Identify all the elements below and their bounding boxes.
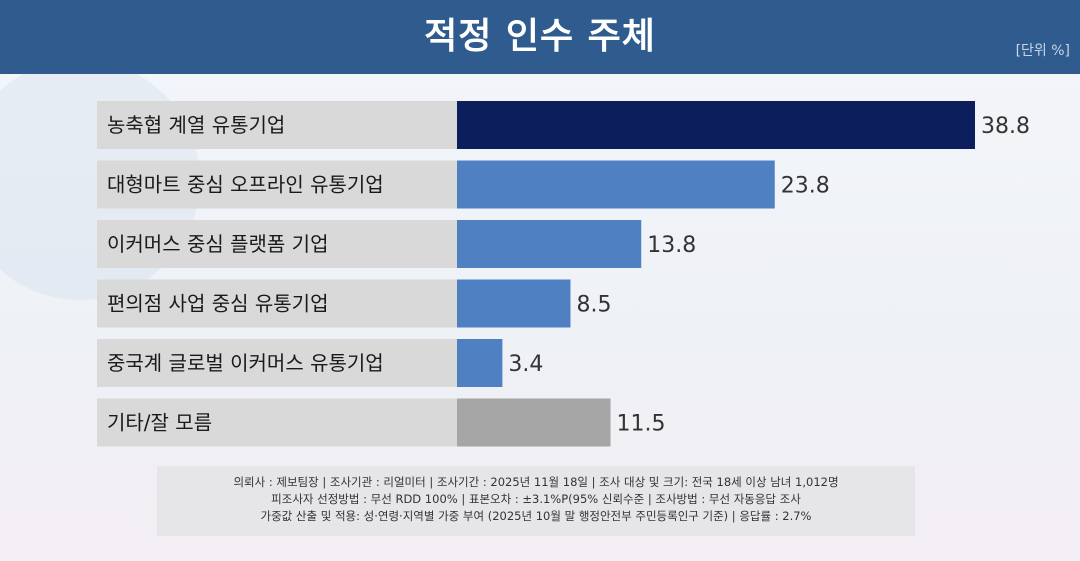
value-label: 8.5 [576,293,611,318]
category-label: 편의점 사업 중심 유통기업 [107,292,328,316]
category-label-bg [97,160,457,209]
bar [457,398,611,447]
value-label: 23.8 [781,174,830,199]
category-label: 이커머스 중심 플랫폼 기업 [107,232,328,256]
category-label-bg [97,101,457,149]
bar [457,279,571,328]
header-bar: 적정 인수 주체 [단위 %] [0,0,1080,74]
category-label-bg [97,339,457,387]
chart-title: 적정 인수 주체 [424,16,656,57]
value-label: 13.8 [647,233,696,258]
category-label: 농축협 계열 유통기업 [107,113,285,137]
unit-label: [단위 %] [1015,43,1070,59]
value-label: 38.8 [981,114,1030,139]
category-label-bg [97,279,457,328]
bar [457,220,642,268]
footnote-line-2: 피조사자 선정방법 : 무선 RDD 100% | 표본오차 : ±3.1%P(… [271,492,801,506]
bar [457,160,775,209]
category-label-bg [97,398,457,447]
footnote-line-1: 의뢰사 : 제보팀장 | 조사기관 : 리얼미터 | 조사기간 : 2025년 … [233,475,839,489]
category-label: 기타/잘 모름 [107,411,212,435]
value-label: 3.4 [508,352,543,377]
bar [457,101,975,149]
survey-footnote: 의뢰사 : 제보팀장 | 조사기관 : 리얼미터 | 조사기간 : 2025년 … [157,466,915,536]
value-label: 11.5 [617,412,666,437]
category-label: 중국계 글로벌 이커머스 유통기업 [107,351,384,375]
category-label-bg [97,220,457,268]
footnote-line-3: 가중값 산출 및 적용: 성·연령·지역별 가중 부여 (2025년 10월 말… [260,509,812,523]
bar [457,339,503,387]
category-label: 대형마트 중심 오프라인 유통기업 [107,173,384,197]
